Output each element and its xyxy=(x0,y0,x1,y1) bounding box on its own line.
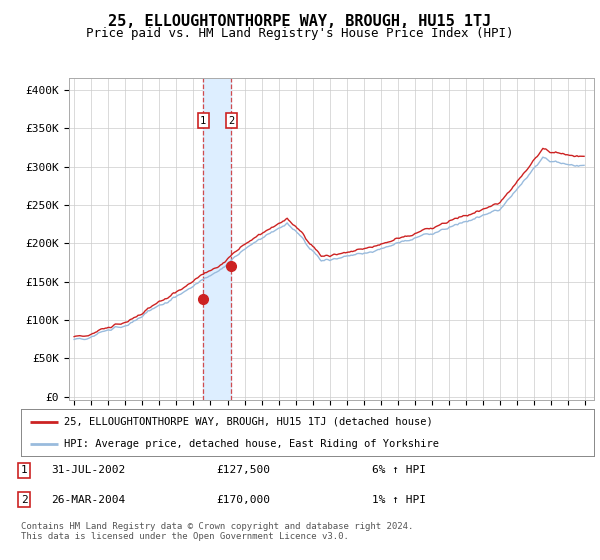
Text: HPI: Average price, detached house, East Riding of Yorkshire: HPI: Average price, detached house, East… xyxy=(64,438,439,449)
Text: 1: 1 xyxy=(200,115,206,125)
Text: £127,500: £127,500 xyxy=(216,465,270,475)
Text: 25, ELLOUGHTONTHORPE WAY, BROUGH, HU15 1TJ (detached house): 25, ELLOUGHTONTHORPE WAY, BROUGH, HU15 1… xyxy=(64,417,433,427)
Text: 1: 1 xyxy=(20,465,28,475)
Text: 31-JUL-2002: 31-JUL-2002 xyxy=(51,465,125,475)
Text: 2: 2 xyxy=(20,494,28,505)
Text: 6% ↑ HPI: 6% ↑ HPI xyxy=(372,465,426,475)
Text: Contains HM Land Registry data © Crown copyright and database right 2024.
This d: Contains HM Land Registry data © Crown c… xyxy=(21,522,413,542)
Text: 2: 2 xyxy=(229,115,235,125)
Text: 1% ↑ HPI: 1% ↑ HPI xyxy=(372,494,426,505)
Text: £170,000: £170,000 xyxy=(216,494,270,505)
Text: Price paid vs. HM Land Registry's House Price Index (HPI): Price paid vs. HM Land Registry's House … xyxy=(86,27,514,40)
Text: 25, ELLOUGHTONTHORPE WAY, BROUGH, HU15 1TJ: 25, ELLOUGHTONTHORPE WAY, BROUGH, HU15 1… xyxy=(109,14,491,29)
Bar xyxy=(203,78,232,400)
Text: 26-MAR-2004: 26-MAR-2004 xyxy=(51,494,125,505)
